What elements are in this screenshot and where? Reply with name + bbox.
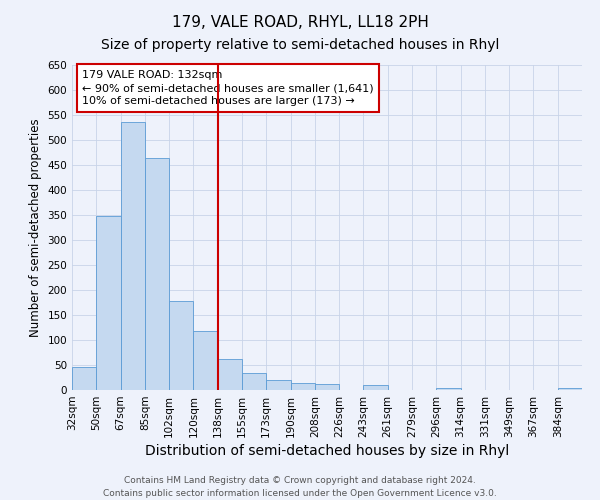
- Bar: [364, 385, 388, 390]
- X-axis label: Distribution of semi-detached houses by size in Rhyl: Distribution of semi-detached houses by …: [145, 444, 509, 458]
- Text: 179, VALE ROAD, RHYL, LL18 2PH: 179, VALE ROAD, RHYL, LL18 2PH: [172, 15, 428, 30]
- Text: Size of property relative to semi-detached houses in Rhyl: Size of property relative to semi-detach…: [101, 38, 499, 52]
- Bar: [315, 384, 339, 390]
- Bar: [558, 388, 582, 390]
- Bar: [290, 383, 315, 390]
- Bar: [121, 122, 145, 390]
- Bar: [218, 359, 242, 390]
- Bar: [72, 367, 96, 390]
- Bar: [266, 380, 290, 390]
- Bar: [242, 372, 266, 390]
- Bar: [145, 158, 169, 390]
- Bar: [96, 216, 121, 390]
- Text: Contains HM Land Registry data © Crown copyright and database right 2024.
Contai: Contains HM Land Registry data © Crown c…: [103, 476, 497, 498]
- Y-axis label: Number of semi-detached properties: Number of semi-detached properties: [29, 118, 42, 337]
- Text: 179 VALE ROAD: 132sqm
← 90% of semi-detached houses are smaller (1,641)
10% of s: 179 VALE ROAD: 132sqm ← 90% of semi-deta…: [82, 70, 374, 106]
- Bar: [169, 301, 193, 390]
- Bar: [193, 330, 218, 390]
- Bar: [436, 388, 461, 390]
